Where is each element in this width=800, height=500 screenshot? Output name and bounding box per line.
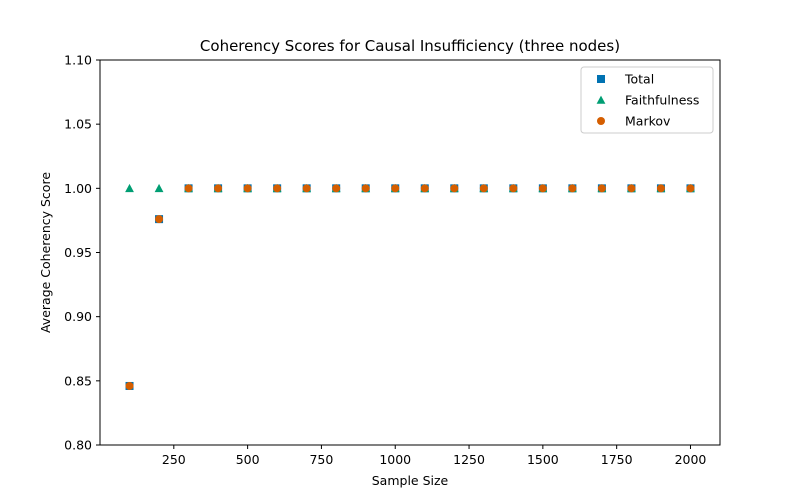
- data-point-markov: [450, 184, 459, 193]
- data-point-markov: [332, 184, 341, 193]
- y-tick-label: 1.00: [64, 181, 92, 196]
- x-tick-label: 1000: [379, 452, 411, 467]
- x-tick-label: 250: [162, 452, 186, 467]
- data-point-faithfulness: [154, 183, 164, 193]
- data-point-markov: [479, 184, 488, 193]
- data-point-markov: [361, 184, 370, 193]
- legend-marker: [596, 95, 606, 104]
- data-point-markov: [686, 184, 695, 193]
- x-axis: 250 500 750 1000 1250 1500 1750 2000: [162, 445, 707, 467]
- data-point-markov: [627, 184, 636, 193]
- legend-marker: [597, 117, 605, 125]
- data-point-markov: [273, 184, 282, 193]
- x-tick-label: 1250: [453, 452, 485, 467]
- y-tick-label: 0.85: [64, 373, 92, 388]
- data-point-markov: [391, 184, 400, 193]
- data-point-markov: [155, 215, 164, 224]
- data-point-markov: [538, 184, 547, 193]
- y-tick-label: 0.80: [64, 438, 92, 453]
- data-point-markov: [597, 184, 606, 193]
- x-axis-label: Sample Size: [372, 473, 449, 488]
- data-point-markov: [420, 184, 429, 193]
- data-point-markov: [243, 184, 252, 193]
- x-tick-label: 750: [309, 452, 333, 467]
- x-tick-label: 500: [236, 452, 260, 467]
- data-point-markov: [214, 184, 223, 193]
- data-point-markov: [509, 184, 518, 193]
- y-axis: 0.80 0.85 0.90 0.95 1.00 1.05 1.10: [64, 53, 100, 453]
- legend-label: Markov: [625, 114, 671, 129]
- x-tick-label: 2000: [675, 452, 707, 467]
- legend-label: Faithfulness: [625, 93, 699, 108]
- y-tick-label: 1.10: [64, 53, 92, 68]
- x-tick-label: 1750: [601, 452, 633, 467]
- legend-label: Total: [624, 72, 654, 87]
- y-tick-label: 0.95: [64, 245, 92, 260]
- data-point-faithfulness: [125, 183, 134, 193]
- data-point-markov: [184, 184, 193, 193]
- data-point-markov: [125, 381, 134, 390]
- chart-title: Coherency Scores for Causal Insufficienc…: [200, 37, 620, 55]
- legend-marker: [597, 75, 605, 83]
- data-point-markov: [568, 184, 577, 193]
- legend-entry: Faithfulness: [596, 93, 699, 108]
- series-markov: [125, 184, 695, 390]
- plot-marks: [125, 183, 695, 390]
- legend-box: [580, 66, 714, 134]
- x-tick-label: 1500: [527, 452, 559, 467]
- legend-entry: Markov: [597, 114, 671, 129]
- data-point-markov: [656, 184, 665, 193]
- legend: Total Faithfulness Markov: [580, 66, 714, 134]
- y-axis-label: Average Coherency Score: [38, 172, 53, 333]
- y-tick-label: 1.05: [64, 117, 92, 132]
- legend-entry: Total: [597, 72, 654, 87]
- data-point-markov: [302, 184, 311, 193]
- y-tick-label: 0.90: [64, 309, 92, 324]
